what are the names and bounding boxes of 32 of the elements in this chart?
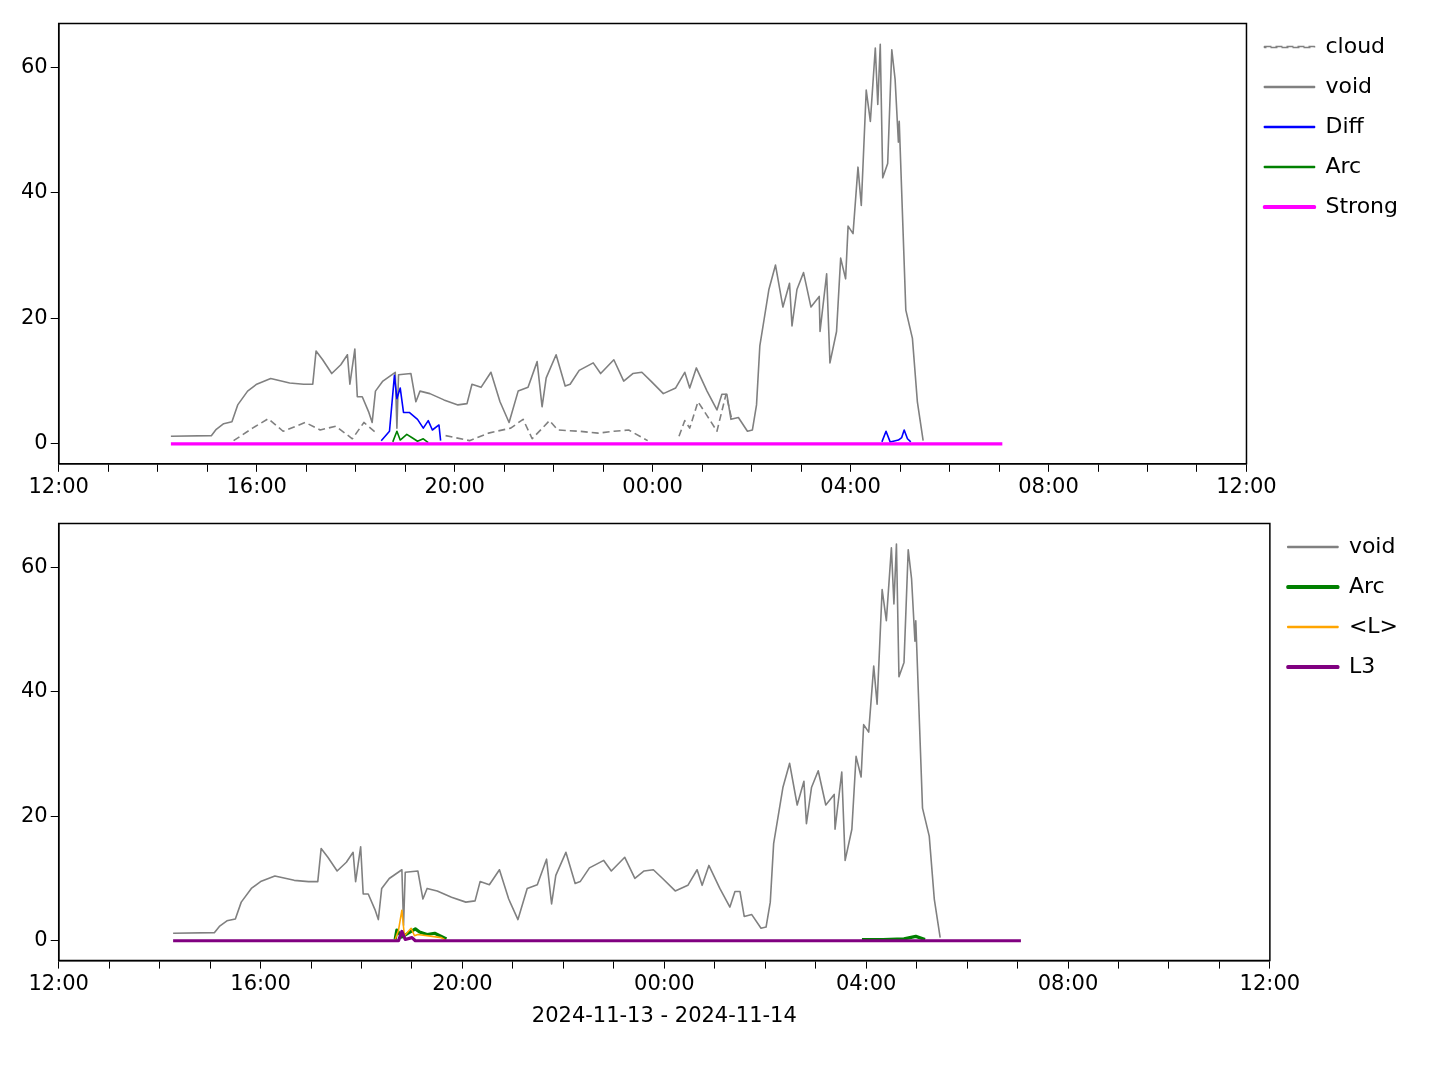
legend-label: Arc <box>1325 152 1362 178</box>
x-tick-label: 16:00 <box>230 970 291 995</box>
legend-label: Diff <box>1325 112 1365 138</box>
x-tick-label: 12:00 <box>1239 970 1301 995</box>
y-tick-label: 20 <box>20 802 48 827</box>
legend-label: void <box>1348 532 1396 558</box>
y-tick-label: 40 <box>20 678 48 703</box>
x-tick-label: 12:00 <box>28 473 89 498</box>
legend-label: Arc <box>1348 572 1385 598</box>
y-tick-label: 40 <box>20 179 48 204</box>
x-tick-label: 00:00 <box>622 473 683 498</box>
legend-label: cloud <box>1325 32 1386 58</box>
x-axis-title: 2024-11-13 - 2024-11-14 <box>531 1002 797 1027</box>
x-tick-label: 08:00 <box>1018 473 1079 498</box>
y-tick-label: 20 <box>20 304 48 329</box>
x-tick-label: 16:00 <box>226 473 287 498</box>
x-tick-label: 00:00 <box>634 970 695 995</box>
x-tick-label: 12:00 <box>1216 473 1277 498</box>
y-tick-label: 60 <box>20 553 48 578</box>
legend-label: <L> <box>1348 612 1398 638</box>
y-tick-label: 60 <box>20 53 48 78</box>
x-tick-label: 20:00 <box>432 970 493 995</box>
x-tick-label: 04:00 <box>835 970 897 995</box>
y-tick-label: 0 <box>34 430 48 455</box>
x-tick-label: 04:00 <box>820 473 881 498</box>
legend-label: void <box>1325 72 1373 98</box>
x-tick-label: 12:00 <box>28 970 89 995</box>
legend-label: L3 <box>1348 652 1376 678</box>
y-tick-label: 0 <box>34 927 48 952</box>
x-tick-label: 20:00 <box>424 473 485 498</box>
x-tick-label: 08:00 <box>1037 970 1099 995</box>
legend-label: Strong <box>1325 192 1399 218</box>
